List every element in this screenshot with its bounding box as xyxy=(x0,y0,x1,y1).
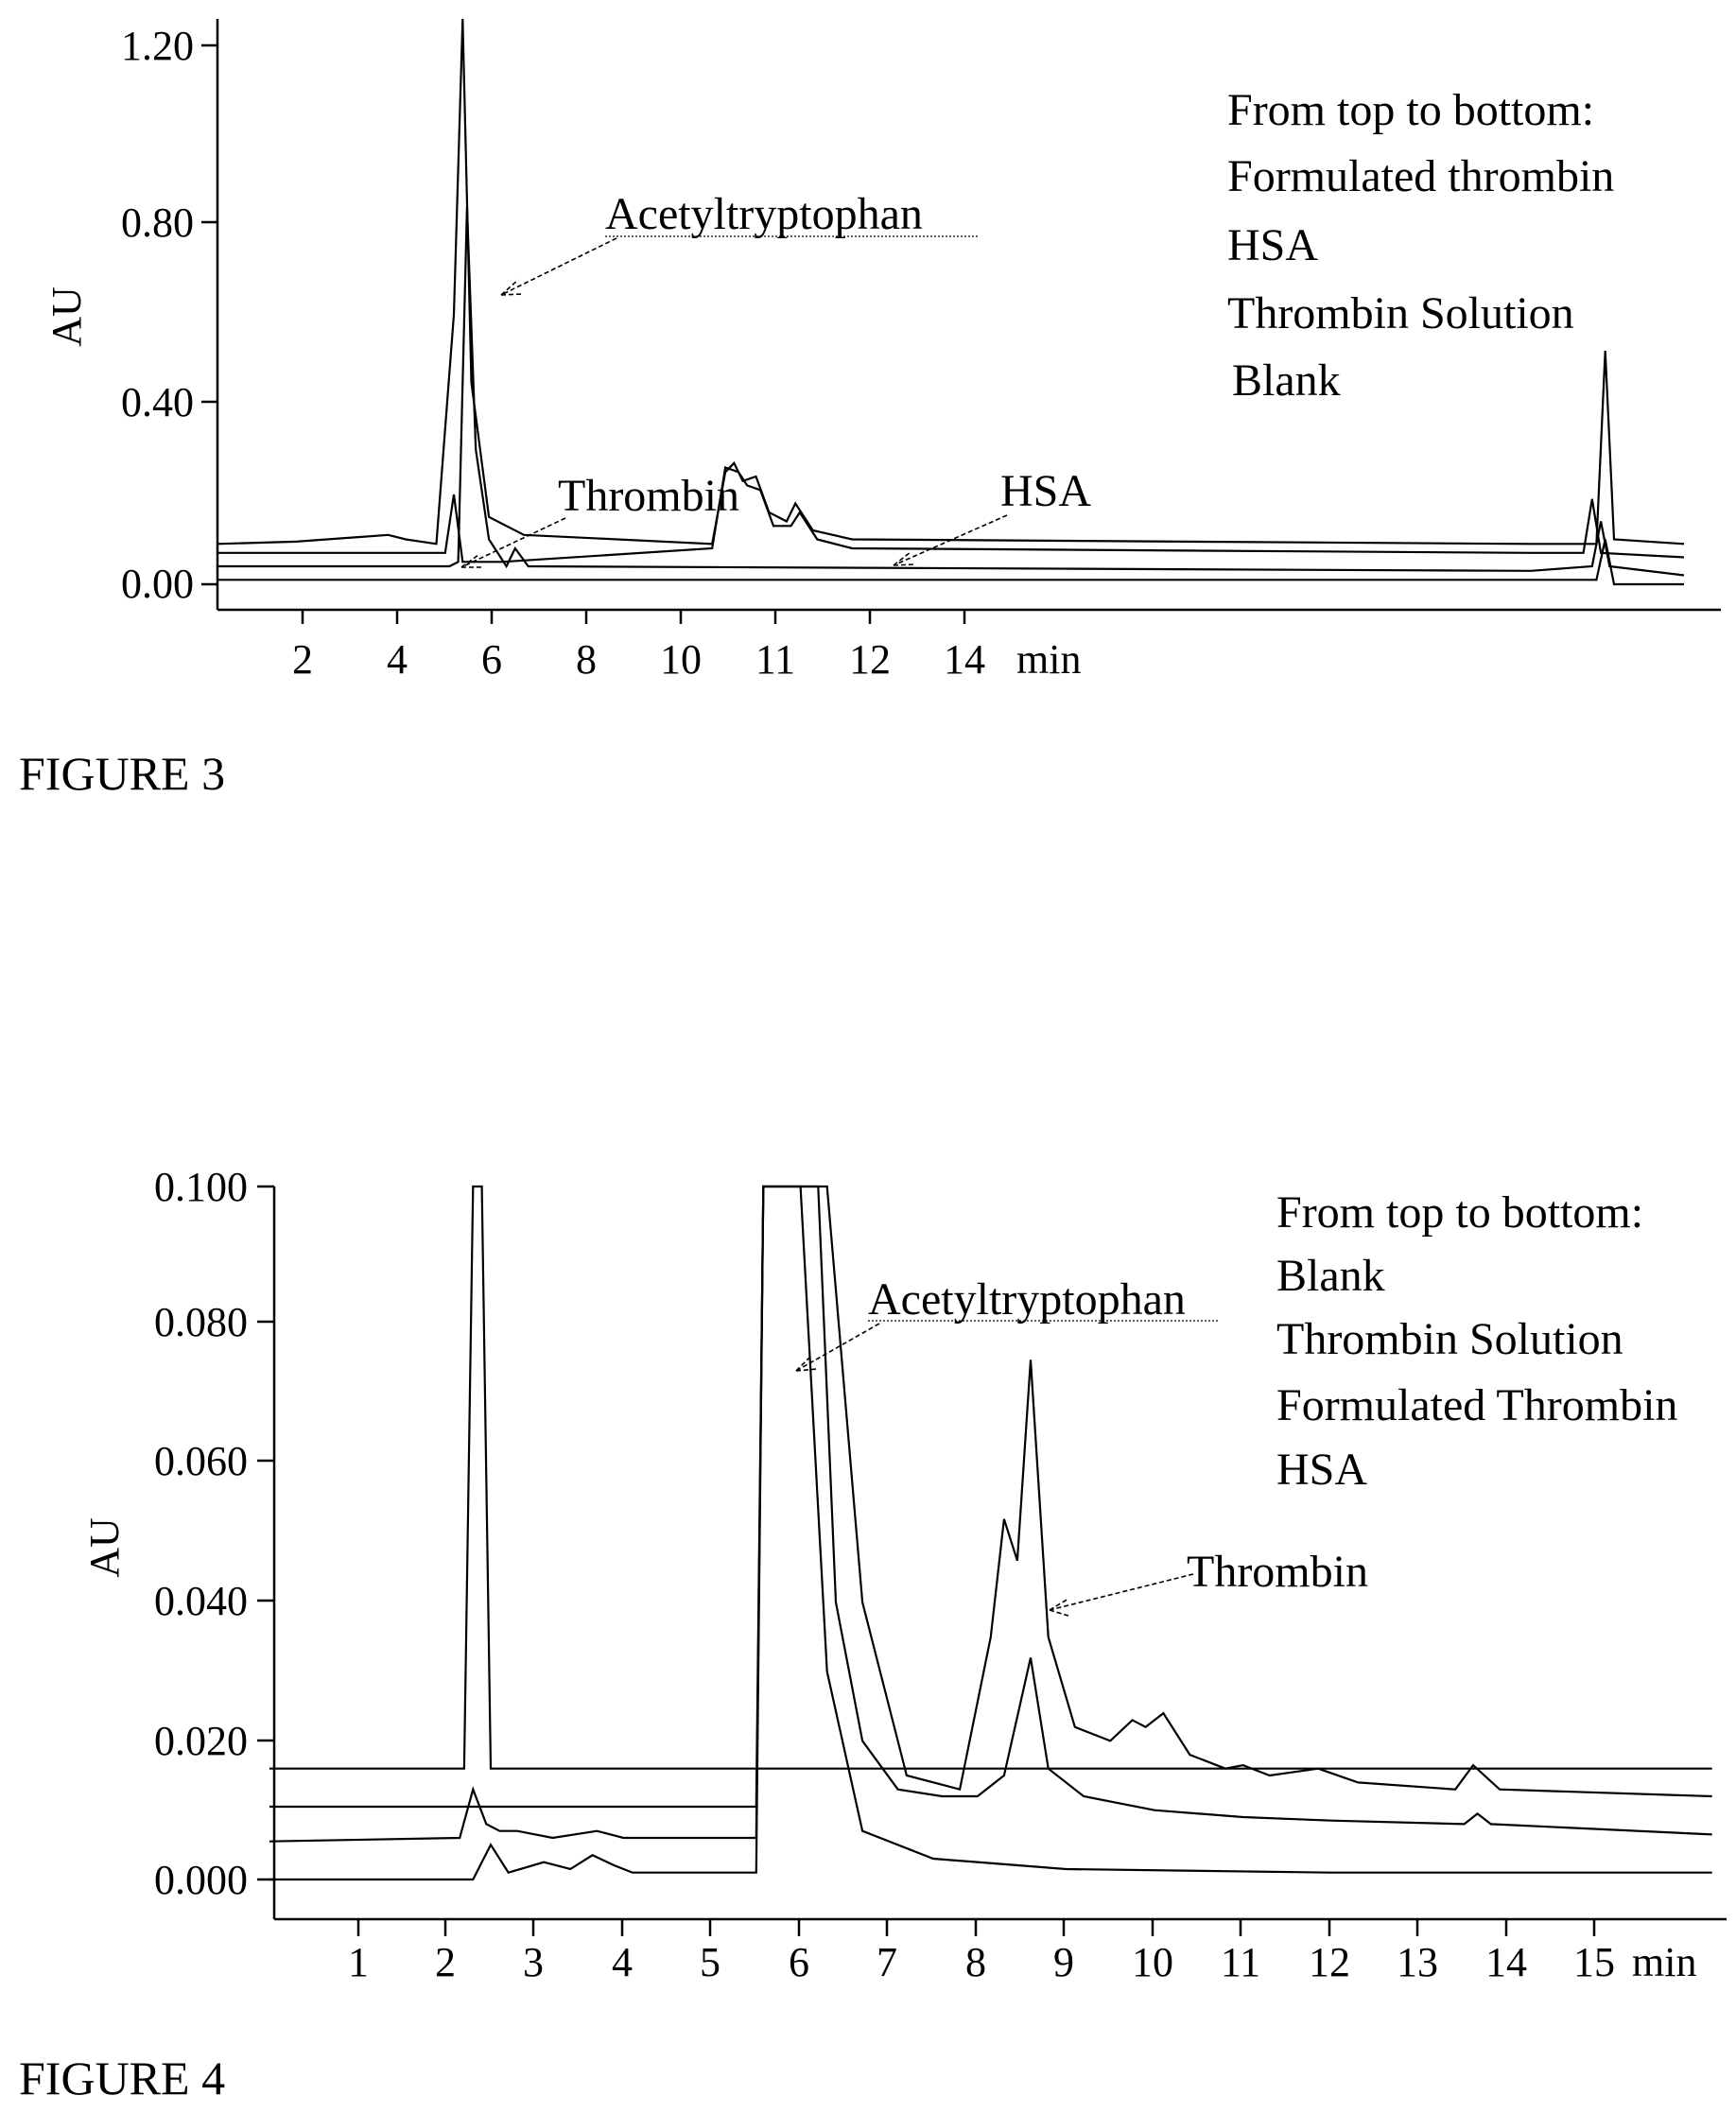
figure-3-legend-entry: Thrombin Solution xyxy=(1227,288,1574,338)
figure-4-y-tick-label: 0.060 xyxy=(154,1438,248,1484)
trace-blank xyxy=(269,1185,1712,1770)
figure-3-chart: 0.00 0.40 0.80 1.20 AU 2 4 6 8 10 11 12 … xyxy=(19,18,1721,800)
figure-3-x-tick-label: 10 xyxy=(660,636,702,683)
figure-3-legend-entry: HSA xyxy=(1227,220,1318,270)
figure-4-y-tick-label: 0.020 xyxy=(154,1718,248,1764)
figure-4-arrow-thrombin xyxy=(1049,1573,1194,1617)
figure-4-x-tick-label: 12 xyxy=(1309,1939,1350,1985)
figure-4-legend-entry: Formulated Thrombin xyxy=(1276,1380,1677,1430)
figure-4-chart: 0.000 0.020 0.040 0.060 0.080 0.100 AU 1… xyxy=(19,1164,1727,2104)
figure-4-y-tick-label: 0.100 xyxy=(154,1164,248,1210)
figure-4-legend-entry: Thrombin Solution xyxy=(1276,1314,1623,1364)
figure-4-legend-heading: From top to bottom: xyxy=(1276,1187,1643,1238)
figure-4-legend-entry: Blank xyxy=(1276,1251,1385,1301)
figure-4-arrow-acetyltryptophan xyxy=(795,1323,880,1372)
figure-4-x-tick-label: 11 xyxy=(1221,1939,1260,1985)
figure-3-traces xyxy=(217,18,1685,586)
figure-3-arrow-hsa xyxy=(893,514,1008,566)
figure-3-y-axis-label: AU xyxy=(43,286,90,347)
figure-4-annotation-thrombin: Thrombin xyxy=(1187,1547,1368,1597)
figure-4-annotation-acetyltryptophan: Acetyltryptophan xyxy=(868,1274,1186,1325)
trace-hsa xyxy=(269,1185,1712,1881)
figure-4-x-tick-label: 8 xyxy=(965,1939,986,1985)
figure-4-x-tick-label: 7 xyxy=(877,1939,897,1985)
figure-4-x-tick-label: 10 xyxy=(1132,1939,1173,1985)
figure-4-x-tick-label: 2 xyxy=(435,1939,456,1985)
figure-4-traces xyxy=(269,1185,1712,1881)
figure-3-x-tick-label: 6 xyxy=(481,636,502,683)
figure-4-x-tick-label: 3 xyxy=(523,1939,544,1985)
figure-3-annotation-hsa: HSA xyxy=(1000,466,1091,516)
trace-hsa xyxy=(217,466,1685,563)
figure-4-y-tick-label: 0.040 xyxy=(154,1578,248,1624)
trace-blank xyxy=(217,539,1684,586)
figure-3-x-tick-label: 12 xyxy=(849,636,891,683)
figure-3-legend-entry: Blank xyxy=(1232,355,1341,406)
trace-thrombin-solution xyxy=(217,206,1685,577)
figure-4-x-tick-label: 14 xyxy=(1485,1939,1527,1985)
figure-3-y-tick-label: 1.20 xyxy=(121,23,194,69)
figure-4-x-tick-label: 9 xyxy=(1053,1939,1074,1985)
figure-3-annotation-acetyltryptophan: Acetyltryptophan xyxy=(605,189,923,239)
figure-3-x-unit-label: min xyxy=(1016,636,1081,683)
figure-3-y-tick-label: 0.40 xyxy=(121,379,194,425)
figure-4-x-tick-label: 6 xyxy=(789,1939,809,1985)
figure-3-caption: FIGURE 3 xyxy=(19,747,225,800)
figure-4-x-tick-label: 5 xyxy=(700,1939,720,1985)
figure-3-y-tick-label: 0.00 xyxy=(121,561,194,607)
figure-3-legend-entry: Formulated thrombin xyxy=(1227,151,1614,201)
figure-3-x-tick-label: 11 xyxy=(755,636,795,683)
figure-3-legend-heading: From top to bottom: xyxy=(1227,85,1594,135)
figure-4-x-tick-label: 4 xyxy=(612,1939,633,1985)
figure-3-annotation-thrombin: Thrombin xyxy=(558,471,739,521)
figure-4-y-axis-label: AU xyxy=(81,1517,128,1578)
figure-4-y-tick-label: 0.000 xyxy=(154,1857,248,1903)
trace-thrombin-solution xyxy=(269,1185,1712,1836)
figure-3-y-tick-label: 0.80 xyxy=(121,199,194,246)
figure-4-x-tick-label: 15 xyxy=(1573,1939,1615,1985)
figure-3-arrow-thrombin xyxy=(460,517,566,568)
figure-3-x-tick-label: 8 xyxy=(576,636,597,683)
figure-3-x-tick-label: 2 xyxy=(292,636,313,683)
trace-formulated-thrombin xyxy=(269,1185,1712,1843)
trace-formulated-thrombin xyxy=(217,18,1685,546)
figure-4-x-tick-label: 13 xyxy=(1397,1939,1438,1985)
figure-3-arrow-acetyltryptophan xyxy=(500,237,617,296)
figure-4-x-unit-label: min xyxy=(1632,1939,1696,1985)
figure-4-caption: FIGURE 4 xyxy=(19,2052,225,2104)
figure-3-x-tick-label: 4 xyxy=(387,636,408,683)
figure-3-x-tick-label: 14 xyxy=(944,636,985,683)
figure-4-legend-entry: HSA xyxy=(1276,1445,1367,1495)
figure-4-y-tick-label: 0.080 xyxy=(154,1299,248,1345)
figure-4-x-tick-label: 1 xyxy=(348,1939,369,1985)
